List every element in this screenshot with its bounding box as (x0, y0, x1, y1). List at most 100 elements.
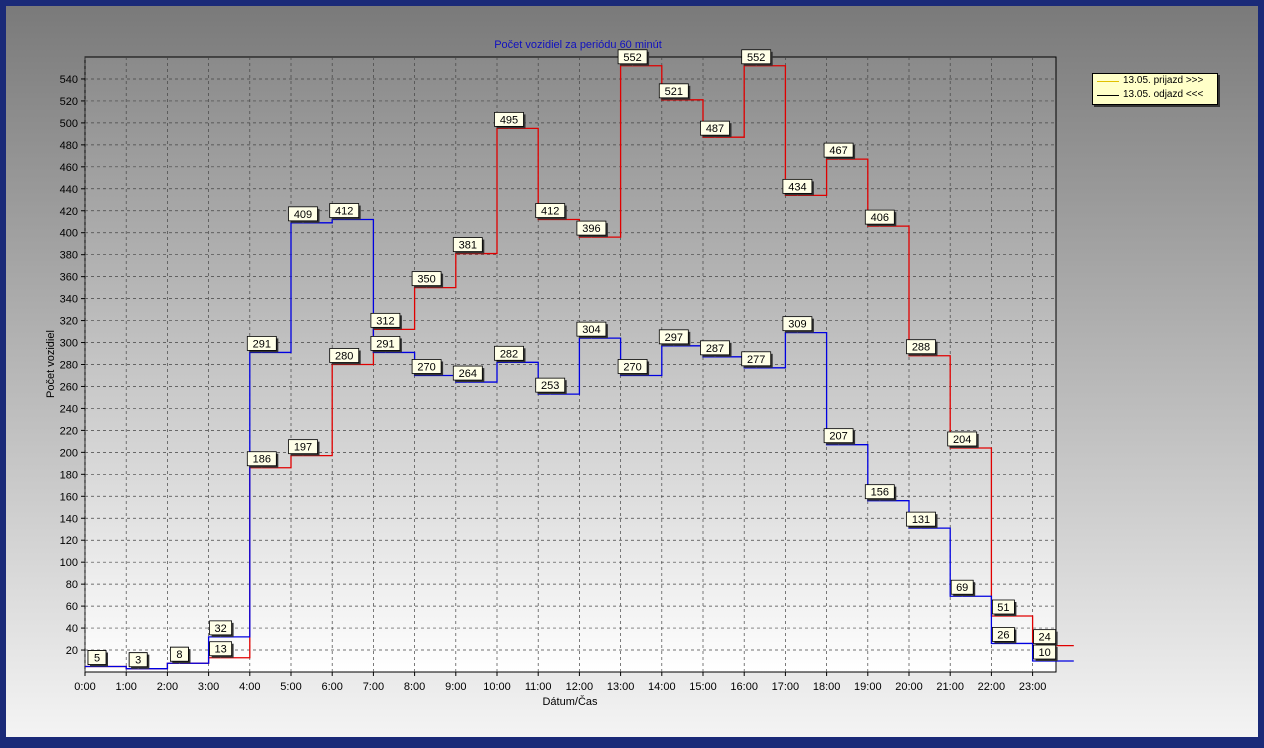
data-label-odjazd: 291 (246, 336, 279, 353)
data-label-box (246, 336, 277, 351)
data-label-prijazd: 552 (617, 49, 650, 66)
data-label-text: 51 (997, 602, 1009, 614)
data-label-box (947, 431, 978, 447)
chart-title: Počet vozidiel za periódu 60 minút (494, 39, 662, 51)
data-label-box (288, 439, 318, 455)
x-tick-label: 0:00 (74, 681, 95, 693)
data-label-box (411, 271, 442, 287)
axis-ticks: 2040608010012014016018020022024026028030… (60, 74, 1047, 693)
y-tick-label: 280 (60, 360, 78, 372)
data-label-text: 350 (417, 274, 435, 286)
y-tick-label: 440 (60, 184, 78, 196)
data-label-box (658, 329, 689, 345)
data-label-box (288, 206, 318, 222)
data-label-odjazd: 156 (864, 484, 897, 501)
data-label-odjazd: 412 (329, 203, 361, 220)
data-label-box (992, 627, 1015, 642)
data-label-text: 409 (294, 209, 312, 221)
data-label-text: 280 (335, 351, 353, 363)
data-label-box (329, 203, 360, 218)
data-label-box (1033, 644, 1056, 660)
data-label-prijazd: 197 (288, 439, 320, 456)
data-label-odjazd: 5 (87, 650, 108, 667)
data-label-odjazd: 8 (169, 646, 191, 664)
x-tick-label: 4:00 (239, 681, 260, 693)
y-tick-label: 520 (60, 96, 78, 108)
data-label-text: 253 (541, 380, 559, 392)
data-label-text: 312 (376, 315, 394, 327)
data-label-box (617, 49, 648, 65)
data-label-box (494, 345, 524, 361)
data-label-text: 186 (253, 454, 271, 466)
data-label-odjazd: 3 (128, 652, 150, 669)
x-tick-label: 8:00 (404, 681, 425, 693)
legend: 13.05. prijazd >>> 13.05. odjazd <<< (1092, 73, 1218, 105)
y-tick-label: 340 (60, 294, 78, 306)
data-label-text: 291 (253, 338, 271, 350)
x-tick-label: 9:00 (445, 681, 466, 693)
data-label-box (576, 321, 607, 337)
x-tick-label: 3:00 (198, 681, 219, 693)
x-tick-label: 7:00 (363, 681, 384, 693)
x-tick-label: 12:00 (566, 681, 594, 693)
y-tick-label: 60 (66, 601, 78, 613)
data-label-box (658, 83, 689, 99)
data-label-prijazd: 381 (452, 237, 485, 254)
data-label-box (209, 641, 233, 657)
data-label-box (329, 348, 360, 363)
data-label-odjazd: 253 (535, 377, 567, 395)
data-label-prijazd: 467 (823, 142, 856, 160)
data-label-box (246, 451, 277, 467)
data-label-odjazd: 131 (906, 511, 938, 529)
x-tick-label: 2:00 (157, 681, 178, 693)
x-tick-label: 16:00 (730, 681, 758, 693)
x-tick-label: 14:00 (648, 681, 676, 693)
data-label-text: 304 (582, 324, 600, 336)
x-tick-label: 22:00 (978, 681, 1006, 693)
data-label-prijazd: 487 (700, 120, 732, 138)
legend-label-odjazd: 13.05. odjazd <<< (1123, 89, 1204, 100)
data-label-text: 434 (788, 181, 806, 193)
data-label-text: 287 (706, 343, 724, 355)
data-label-text: 406 (871, 212, 889, 224)
data-label-prijazd: 396 (576, 220, 608, 238)
data-label-text: 3 (135, 655, 141, 667)
data-label-odjazd: 32 (209, 620, 234, 637)
data-label-box (576, 220, 607, 236)
data-label-box (128, 652, 148, 668)
x-axis-label: Dátum/Čas (542, 695, 598, 708)
x-tick-label: 11:00 (525, 681, 552, 693)
x-tick-label: 15:00 (689, 681, 717, 693)
data-label-text: 552 (747, 52, 765, 64)
y-tick-label: 20 (66, 645, 78, 657)
data-label-prijazd: 312 (370, 312, 402, 330)
data-labels: 5 3 8 13 186 197 280 312 350 381 495 412 396 552 521 48… (87, 49, 1058, 669)
data-label-prijazd: 24 (1033, 629, 1058, 646)
data-label-prijazd: 288 (906, 339, 938, 356)
data-label-prijazd: 186 (246, 451, 279, 468)
data-label-box (864, 484, 895, 500)
data-label-text: 277 (747, 354, 765, 366)
data-label-odjazd: 309 (782, 316, 814, 333)
data-label-text: 412 (541, 206, 559, 218)
data-label-text: 291 (376, 338, 394, 350)
data-label-text: 288 (912, 342, 930, 354)
data-label-odjazd: 69 (950, 579, 976, 597)
x-tick-label: 5:00 (280, 681, 301, 693)
data-label-prijazd: 552 (741, 49, 773, 66)
data-label-odjazd: 264 (452, 365, 485, 383)
data-label-text: 69 (956, 582, 968, 594)
y-tick-label: 480 (60, 140, 78, 152)
data-label-box (169, 646, 189, 662)
y-axis-label: Počet vozidiel (45, 330, 57, 398)
data-label-box (782, 316, 813, 332)
y-tick-label: 180 (60, 469, 78, 481)
data-label-odjazd: 287 (700, 340, 732, 357)
y-tick-label: 380 (60, 250, 78, 262)
data-label-text: 309 (788, 319, 806, 331)
y-tick-label: 220 (60, 425, 78, 437)
data-label-box (370, 312, 401, 328)
x-tick-label: 10:00 (483, 681, 511, 693)
